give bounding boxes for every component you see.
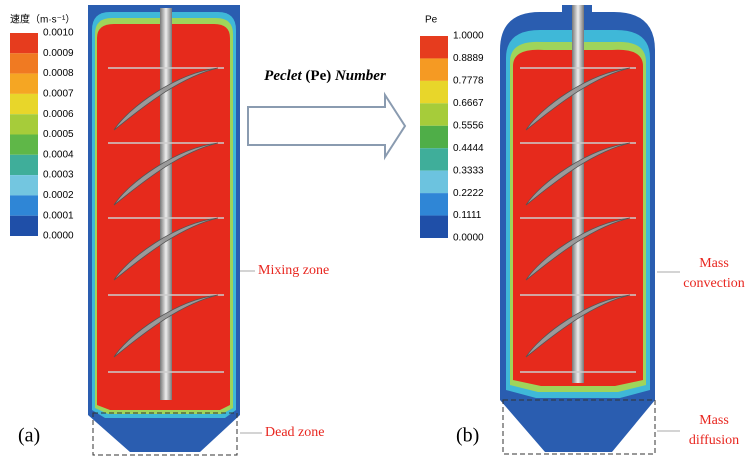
colorbar-label: 0.0009 (43, 48, 74, 59)
colorbar-label: 0.0010 (43, 28, 74, 39)
panel-label: (a) (18, 425, 40, 447)
colorbar-band (420, 36, 448, 58)
colorbar-label: 1.0000 (453, 31, 484, 42)
colorbar-band (420, 81, 448, 103)
colorbar-label: 0.6667 (453, 98, 484, 109)
colorbar-band (10, 135, 38, 155)
colorbar-band (420, 193, 448, 215)
colorbar-label: 0.0000 (43, 231, 74, 242)
reactor-b (500, 5, 655, 454)
annotation: Mixing zone (258, 263, 329, 278)
colorbar-label: 0.0006 (43, 109, 74, 120)
colorbar-label: 0.0004 (43, 149, 74, 160)
annotation: Mass (699, 256, 729, 271)
panel-label: (b) (456, 425, 479, 447)
colorbar-band (10, 94, 38, 114)
colorbar-band (420, 216, 448, 238)
colorbar-label: 0.7778 (453, 76, 484, 87)
colorbar-label: 0.0008 (43, 68, 74, 79)
colorbar-label: 0.0005 (43, 129, 74, 140)
colorbar-band (10, 114, 38, 134)
colorbar-band (10, 74, 38, 94)
colorbar-band (420, 126, 448, 148)
annotation: convection (683, 276, 744, 291)
colorbar-band (420, 148, 448, 170)
annotation: Mass (699, 413, 729, 428)
annotation: diffusion (689, 433, 739, 448)
colorbar-label: 0.3333 (453, 165, 484, 176)
colorbar-label: 0.0001 (43, 210, 74, 221)
colorbar-band (10, 175, 38, 195)
annotation: Dead zone (265, 425, 324, 440)
colorbar-band (420, 171, 448, 193)
colorbar-label: 0.4444 (453, 143, 484, 154)
colorbar-band (10, 216, 38, 236)
colorbar-label: 0.5556 (453, 120, 484, 131)
figure: Peclet (Pe) Number Mixing zone Dead zone… (0, 0, 748, 457)
colorbar-title: Pe (425, 15, 438, 26)
colorbar-band (10, 155, 38, 175)
colorbar-band (10, 195, 38, 215)
colorbar-band (420, 103, 448, 125)
arrow (248, 95, 405, 157)
colorbar-title: 速度（m·s⁻¹） (10, 13, 75, 26)
colorbar-label: 0.2222 (453, 188, 484, 199)
colorbar-label: 0.0007 (43, 89, 74, 100)
colorbar-label: 0.0003 (43, 170, 74, 181)
colorbar-band (10, 33, 38, 53)
colorbar-band (10, 53, 38, 73)
colorbar-label: 0.0000 (453, 233, 484, 244)
colorbar-label: 0.0002 (43, 190, 74, 201)
arrow-label: Peclet (Pe) Number (264, 68, 386, 84)
colorbar-label: 0.8889 (453, 53, 484, 64)
colorbar-band (420, 58, 448, 80)
colorbar-label: 0.1111 (453, 210, 482, 221)
reactor-a (88, 5, 240, 455)
